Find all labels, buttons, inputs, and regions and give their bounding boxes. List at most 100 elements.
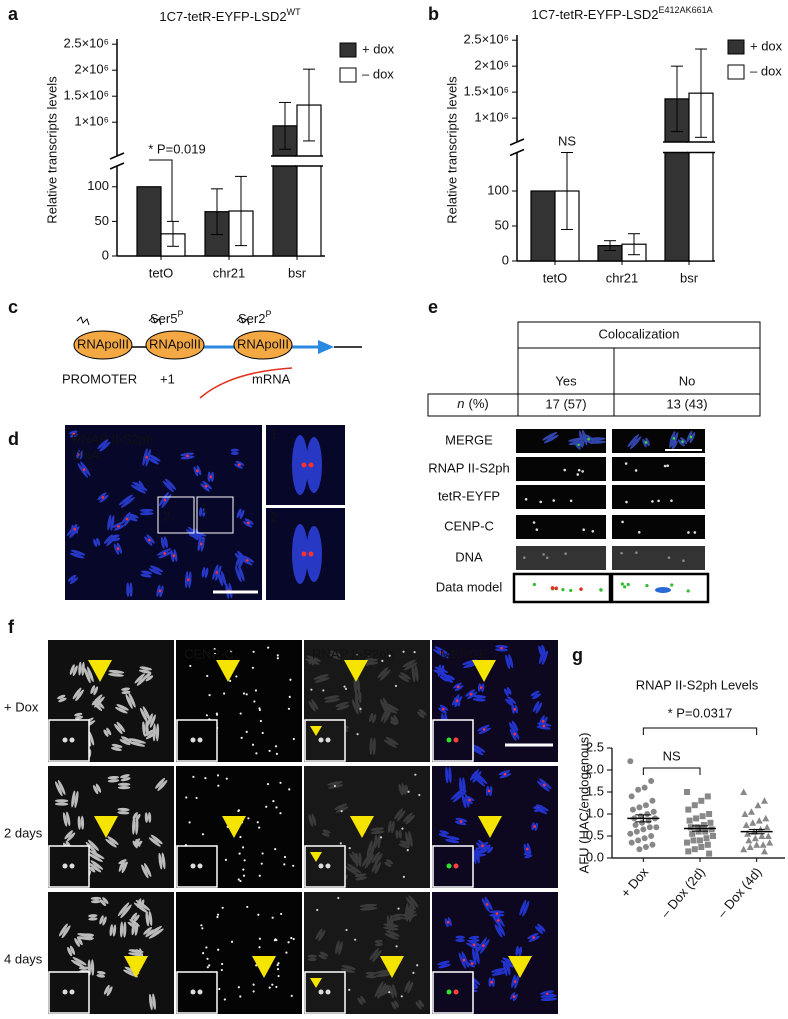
chromatid [536,725,551,730]
chromosome [477,683,485,693]
chromatid [403,812,413,823]
signal [259,719,262,723]
chromatid [230,448,239,452]
chromatid [241,555,255,563]
chromatid [147,812,152,823]
y-tick-label: 0 [502,252,509,267]
chromatid [113,543,120,555]
signal [283,863,286,866]
point [759,841,767,848]
chromatid [437,960,450,966]
chromatid [360,995,366,1004]
signal [221,962,224,966]
chromosome [519,899,530,917]
chromatid [536,804,549,812]
chromatid [148,837,161,847]
chromatid [318,954,327,960]
y-tick-label: 2.5 [586,739,604,754]
chromatid [67,946,73,957]
signal [197,989,203,995]
chromatid [396,810,406,822]
chromatid [489,913,505,917]
chromatid [328,653,341,660]
chromosome [345,863,362,877]
chromosome [230,448,239,456]
chromatid [148,993,153,1011]
error-bar [635,814,652,823]
chromosome [394,808,406,822]
chromatid [78,661,82,676]
signal [325,863,331,869]
chromatid [108,673,124,677]
chromatid [686,430,693,442]
chromatid [126,582,130,597]
chromatid [120,777,131,782]
chromatid [80,815,85,830]
signal [172,554,176,557]
chromatid [107,779,120,783]
signal [561,588,565,592]
chromosome [370,827,385,835]
y-tick-label: 0 [102,247,109,262]
legend-swatch [339,42,357,58]
chromosome [321,829,331,837]
chromatid [93,686,99,696]
signal [337,896,340,900]
chromosome [67,945,76,957]
signal [261,731,264,735]
signal [258,707,261,710]
signal [145,456,148,459]
chart-title: 1C7-tetR-EYFP-LSD2E412AK661A [531,5,712,22]
signal [268,986,271,989]
chromatid [365,971,377,976]
chromatid [384,933,399,940]
annotation: * P=0.0317 [668,705,733,720]
mrna [199,367,293,399]
chromatid [629,436,642,450]
signal [271,983,274,986]
chromosome [398,672,411,683]
table-cell-text: 13 (43) [666,396,707,411]
signal [117,525,120,528]
row-label: Data model [436,579,503,594]
row-label: CENP-C [444,518,494,533]
chromatid [148,928,164,939]
chromatid [66,811,71,826]
chromatid [103,984,110,995]
chromosome [58,923,71,939]
signal [301,462,307,468]
arrowhead [472,660,496,682]
chromatid [76,936,93,941]
chromatid [404,980,411,993]
signal [462,958,466,962]
signal [258,937,262,940]
micrograph [65,425,262,600]
chromatid [351,699,359,715]
signal [667,556,671,559]
signal [670,583,674,587]
chromatid [389,720,398,725]
chromosome [505,696,517,707]
row-label-italic: n [457,396,464,411]
signal [343,685,346,688]
chromatid [95,783,102,793]
chromatid [383,926,399,931]
chromatid [117,807,130,812]
signal [266,782,270,786]
axis-break [509,138,525,146]
signal [340,809,343,813]
signal [257,913,260,916]
chromatid [401,910,417,917]
chromatid [485,785,490,797]
chromosome [155,777,168,791]
signal [260,862,263,865]
point [635,786,642,793]
chromatid [401,784,406,794]
signal [272,800,275,803]
point [753,841,761,848]
chromatid [491,914,502,929]
chromosome [71,524,79,535]
signal [245,730,248,733]
chromatid [112,521,123,528]
signal [239,712,242,715]
